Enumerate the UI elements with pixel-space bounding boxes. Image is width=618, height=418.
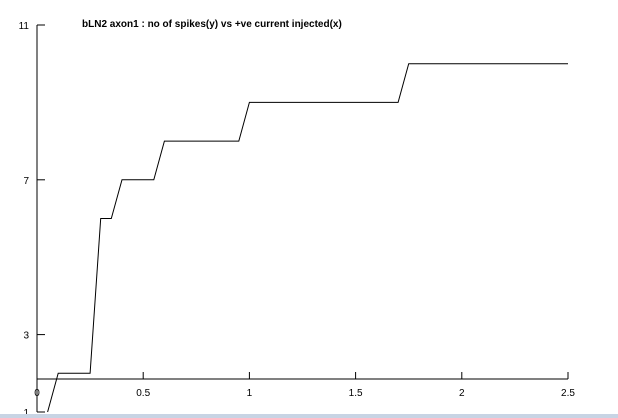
x-tick-label: 1.5 [349, 388, 363, 399]
series-line [47, 63, 568, 413]
y-tick-label: 11 [19, 21, 30, 32]
chart-title: bLN2 axon1 : no of spikes(y) vs +ve curr… [82, 19, 342, 30]
x-tick-label: 0 [34, 388, 40, 399]
x-tick-label: 0.5 [136, 388, 150, 399]
y-ticks: 1 3 7 11 [19, 21, 45, 418]
bottom-edge-strip [0, 414, 618, 418]
x-ticks: 0 0.5 1 1.5 2 2.5 [34, 372, 575, 399]
x-tick-label: 2 [459, 388, 465, 399]
x-tick-label: 1 [247, 388, 253, 399]
y-tick-label: 7 [23, 176, 29, 187]
y-tick-label: 1 [23, 408, 29, 418]
series-layer [47, 63, 568, 413]
x-tick-label: 2.5 [561, 388, 575, 399]
y-tick-label: 3 [23, 331, 29, 342]
